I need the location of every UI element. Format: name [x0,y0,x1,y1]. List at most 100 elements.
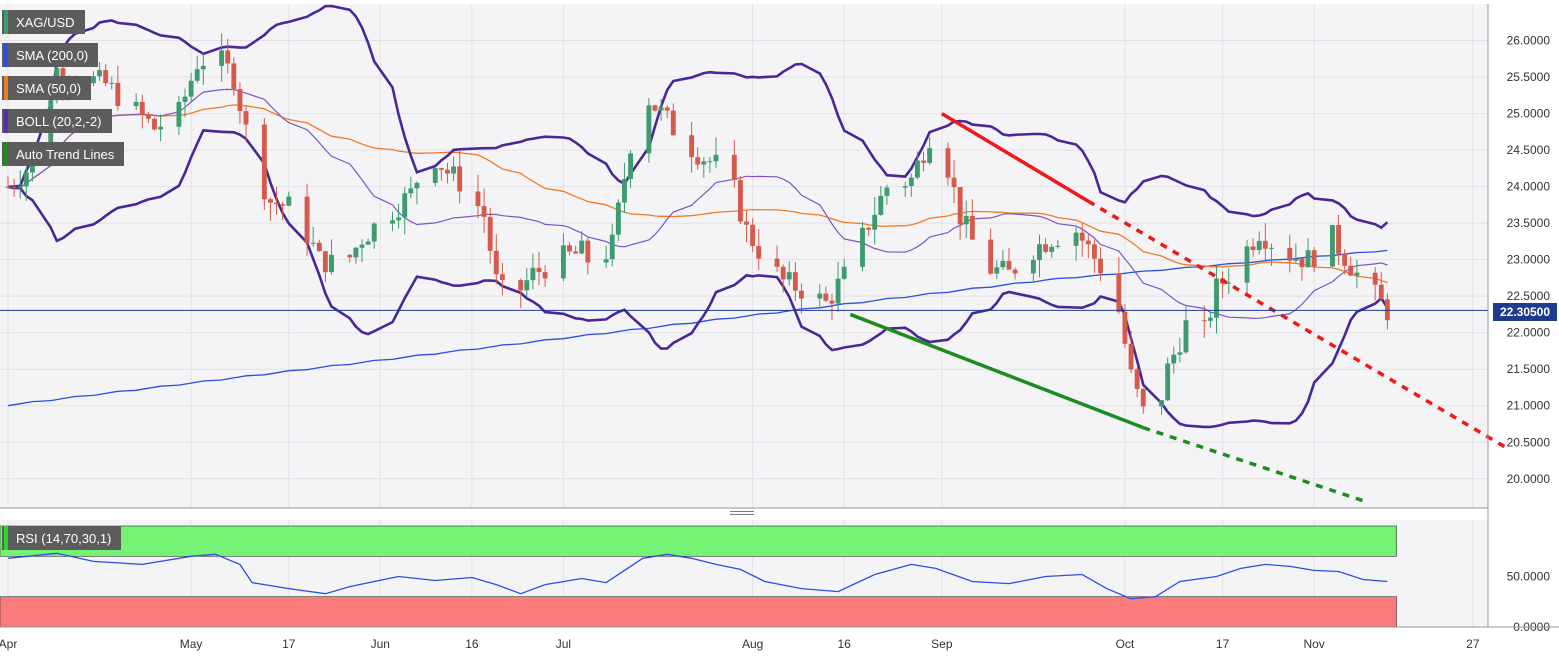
candle-body [1250,246,1256,251]
candle-body [97,70,102,77]
candle-body [182,96,188,102]
sma-50-line [7,104,1388,284]
candle-body [615,202,621,235]
candle-body [109,82,115,84]
candle-body [670,110,676,136]
candle-body [1244,246,1250,283]
candle-body [567,245,572,252]
legend-swatch [4,10,8,34]
legend: XAG/USD SMA (200,0) SMA (50,0) BOLL (20,2,-… [2,10,125,175]
candle-body [1079,232,1085,241]
candle-body [445,169,450,174]
candle-body [60,68,66,84]
candle-body [1287,247,1293,261]
rsi-tick-label: 50.0000 [1507,570,1551,584]
x-axis: Apr May 17 Jun 16 Jul Aug 16 Sep Oct 17 Nov 27 [0,637,1480,651]
rsi-label-text: RSI (14,70,30,1) [16,530,112,546]
candle-body [1214,278,1219,318]
candle-body [103,70,109,84]
candle-body [402,193,408,218]
candle-body [91,76,96,84]
x-tick-label: 16 [465,637,479,651]
candle-body [908,177,914,187]
price-tick-label: 24.0000 [1507,180,1551,194]
candle-body [1122,311,1128,344]
candle-body [280,204,286,206]
candle-body [237,89,243,112]
candle-body [408,188,414,194]
candle-body [1336,224,1342,254]
legend-swatch [4,76,8,100]
candle-body [493,250,499,275]
candle-body [957,187,963,225]
candle-body [744,221,749,225]
price-tick-label: 20.0000 [1507,472,1551,486]
candle-body [451,166,456,174]
legend-item[interactable]: BOLL (20,2,-2) [2,109,112,133]
legend-item[interactable]: XAG/USD [2,10,85,34]
legend-item[interactable]: SMA (50,0) [2,76,92,100]
candle-body [133,101,139,107]
candle-body [475,191,481,207]
candle-body [152,118,157,130]
candle-body [884,187,890,196]
candle-body [1226,282,1232,284]
legend-swatch [4,109,8,133]
candle-body [329,254,334,273]
legend-item[interactable]: Auto Trend Lines [2,142,125,166]
candle-body [322,251,328,273]
candle-body [817,293,823,299]
candle-body [481,206,487,217]
candle-body [1305,250,1311,268]
candle-body [792,272,798,291]
candle-body [286,196,292,206]
candle-body [158,126,164,130]
candle-body [225,50,231,64]
candle-body [390,220,395,224]
legend-label: Auto Trend Lines [16,146,115,162]
candle-body [573,251,579,254]
candle-body [365,241,371,245]
candle-body [316,242,322,252]
candle-body [695,157,701,165]
legend-swatch [4,43,8,67]
candle-body [11,186,17,188]
candle-body [585,240,591,263]
candle-body [927,148,933,163]
candle-body [731,154,737,181]
candle-body [823,293,829,301]
price-pane-background [0,4,1488,508]
candle-body [1268,247,1274,249]
price-tick-label: 25.5000 [1507,70,1551,84]
rsi-line [7,552,1388,600]
candle-body [231,63,237,90]
candle-body [713,154,719,162]
candle-body [487,216,493,251]
x-tick-label: Nov [1303,637,1324,651]
candle-body [268,199,273,203]
price-tick-label: 21.5000 [1507,362,1551,376]
candle-body [628,153,634,179]
legend-item[interactable]: SMA (200,0) [2,43,99,67]
candle-body [841,266,847,279]
candle-body [988,239,994,274]
x-tick-label: Apr [0,637,17,651]
candle-body [518,279,524,291]
x-tick-label: Jul [556,637,571,651]
pane-splitter-handle[interactable] [730,511,754,517]
candle-body [310,242,316,244]
x-tick-label: May [180,637,203,651]
candle-body [866,227,872,230]
candle-body [1354,272,1360,276]
candle-body [1116,273,1122,312]
candle-body [1165,363,1171,401]
candle-body [1177,352,1183,355]
candle-body [457,166,463,192]
candle-body [304,196,310,243]
candle-body [261,124,267,200]
candle-body [29,160,35,173]
bollinger-upper-band [7,4,1389,230]
